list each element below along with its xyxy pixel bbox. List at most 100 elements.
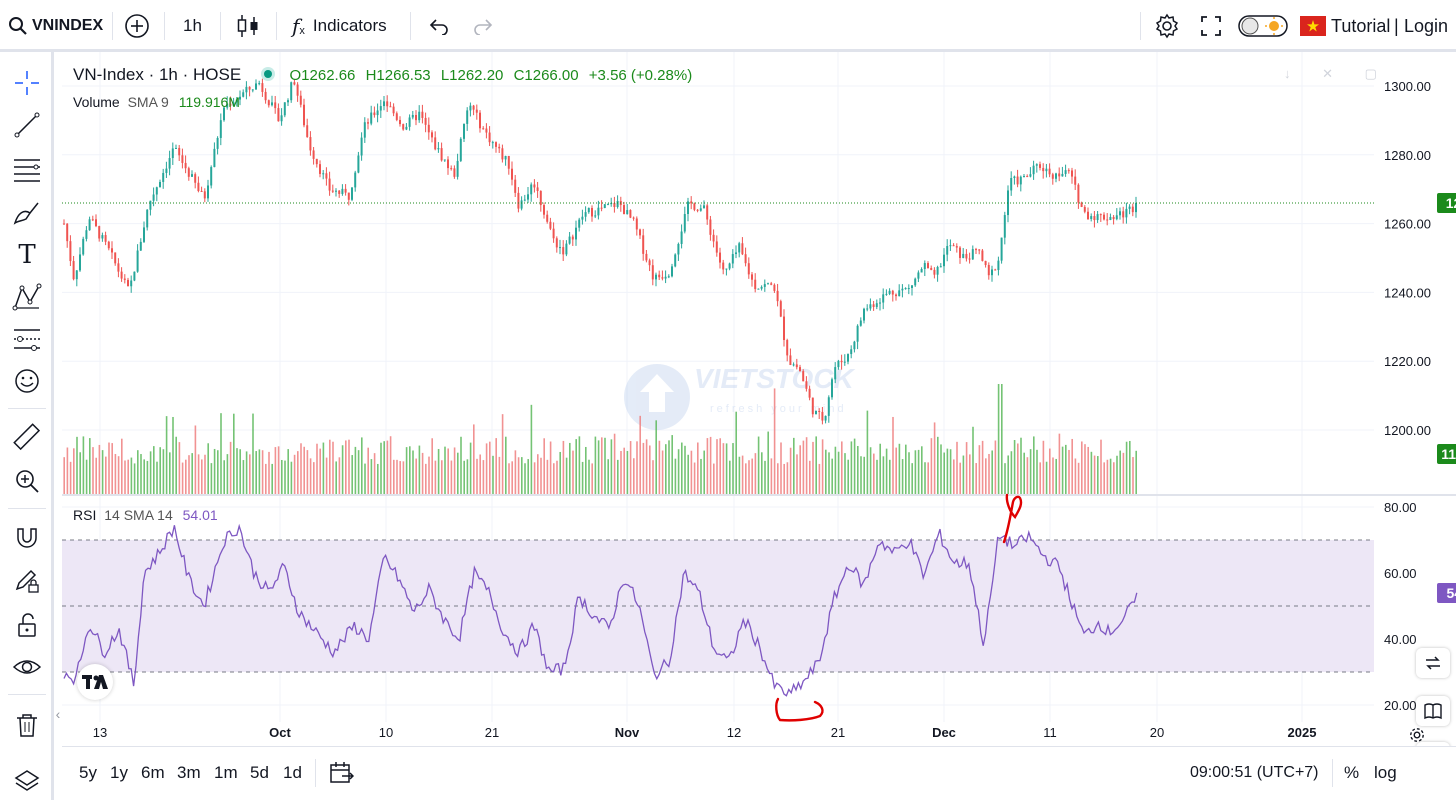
prediction-tool[interactable]: [10, 322, 44, 356]
volume-bar: [889, 459, 891, 494]
volume-bar: [693, 462, 696, 494]
volume-bar: [642, 442, 645, 494]
volume-bar: [949, 449, 952, 494]
chart-canvas[interactable]: VIETSTOCK refresh your mind 1300.001280.…: [62, 52, 1456, 746]
volume-bar: [1023, 452, 1025, 494]
collapse-toolbar-handle[interactable]: ‹: [55, 706, 61, 722]
candle-body: [197, 182, 200, 191]
candle-body: [1064, 170, 1067, 174]
log-scale-toggle[interactable]: log: [1374, 747, 1397, 799]
candle-body: [978, 249, 981, 251]
candle-body: [520, 200, 523, 209]
tradingview-logo[interactable]: [77, 664, 113, 700]
auto-scale-button[interactable]: [1416, 648, 1450, 678]
range-1d[interactable]: 1d: [283, 747, 302, 799]
candle-body: [187, 168, 190, 177]
annotation-bottom: [775, 697, 824, 722]
chart-area[interactable]: VIETSTOCK refresh your mind 1300.00 1280.…: [62, 52, 1456, 800]
text-tool[interactable]: T: [10, 238, 44, 272]
candle-body: [72, 261, 75, 280]
measure-tool[interactable]: [10, 420, 44, 454]
candle-body: [847, 354, 849, 362]
volume-bar: [991, 450, 993, 494]
volume-bar: [783, 463, 785, 494]
candle-body: [299, 95, 302, 105]
object-tree-tool[interactable]: [10, 764, 44, 798]
time-tick-label: Nov: [615, 725, 640, 740]
volume-bar: [300, 443, 302, 494]
remove-drawings-tool[interactable]: [10, 708, 44, 742]
range-5y[interactable]: 5y: [79, 747, 97, 799]
crosshair-tool[interactable]: [10, 66, 44, 100]
candle-body: [651, 265, 654, 280]
lock-drawing-tool[interactable]: [10, 564, 44, 598]
candle-body: [773, 284, 776, 291]
tutorial-link[interactable]: Tutorial: [1300, 0, 1390, 52]
compare-button[interactable]: [124, 0, 150, 52]
candle-body: [463, 123, 465, 139]
fullscreen-button[interactable]: [1200, 0, 1222, 52]
theme-toggle[interactable]: [1238, 0, 1288, 52]
pane-controls[interactable]: ↓ ✕ ▢: [1284, 66, 1391, 81]
volume-bar: [607, 459, 609, 494]
rsi-band-area: [62, 539, 1374, 673]
chart-type-button[interactable]: [236, 0, 260, 52]
pattern-tool[interactable]: [10, 280, 44, 314]
hide-drawings-tool[interactable]: [10, 650, 44, 684]
candle-body: [1013, 176, 1016, 179]
volume-bar: [322, 442, 325, 494]
volume-bar: [943, 452, 945, 494]
candle-body: [267, 100, 270, 106]
undo-button[interactable]: [428, 0, 450, 52]
symbol-search[interactable]: VNINDEX: [8, 0, 103, 52]
percent-scale-toggle[interactable]: %: [1344, 747, 1359, 799]
book-icon: [1424, 703, 1442, 720]
candle-body: [274, 102, 277, 109]
fib-tool[interactable]: [10, 152, 44, 186]
book-button[interactable]: [1416, 696, 1450, 726]
magnet-tool[interactable]: [10, 520, 44, 554]
volume-bar: [409, 446, 411, 494]
go-to-date-button[interactable]: [328, 747, 354, 799]
candle-body: [725, 268, 728, 270]
settings-button[interactable]: [1154, 0, 1180, 52]
range-1y[interactable]: 1y: [110, 747, 128, 799]
candle-body: [709, 219, 712, 235]
volume-bar: [1058, 433, 1061, 494]
candle-body: [319, 164, 321, 174]
volume-bar: [482, 460, 485, 494]
volume-bar: [466, 459, 469, 494]
candle-body: [607, 204, 609, 206]
volume-bar: [818, 463, 821, 494]
time-tick-label: Oct: [269, 725, 291, 740]
login-link[interactable]: Login: [1404, 0, 1448, 52]
candle-body: [655, 274, 657, 280]
emoji-tool[interactable]: [10, 364, 44, 398]
interval-button[interactable]: 1h: [183, 0, 202, 52]
candle-body: [431, 132, 433, 138]
volume-bar: [1036, 449, 1038, 494]
volume-bar: [303, 446, 305, 494]
candle-body: [1083, 206, 1086, 212]
last-price-badge: 1266.00: [1437, 192, 1456, 213]
brush-tool[interactable]: [10, 196, 44, 230]
redo-button[interactable]: [472, 0, 494, 52]
candle-body: [379, 106, 382, 111]
right-gear-button[interactable]: [1406, 724, 1428, 746]
zoom-tool[interactable]: [10, 464, 44, 498]
candle-body: [123, 278, 126, 280]
range-5d[interactable]: 5d: [250, 747, 269, 799]
volume-bar: [274, 447, 277, 494]
volume-bar: [361, 437, 363, 494]
volume-bar: [985, 458, 987, 494]
trend-line-tool[interactable]: [10, 108, 44, 142]
timezone-clock[interactable]: 09:00:51 (UTC+7): [1190, 747, 1319, 799]
volume-bar: [700, 458, 702, 494]
candle-body: [1087, 211, 1089, 220]
lock-all-tool[interactable]: [10, 608, 44, 642]
range-6m[interactable]: 6m: [141, 747, 165, 799]
range-3m[interactable]: 3m: [177, 747, 201, 799]
candle-body: [181, 155, 184, 163]
range-1m[interactable]: 1m: [214, 747, 238, 799]
